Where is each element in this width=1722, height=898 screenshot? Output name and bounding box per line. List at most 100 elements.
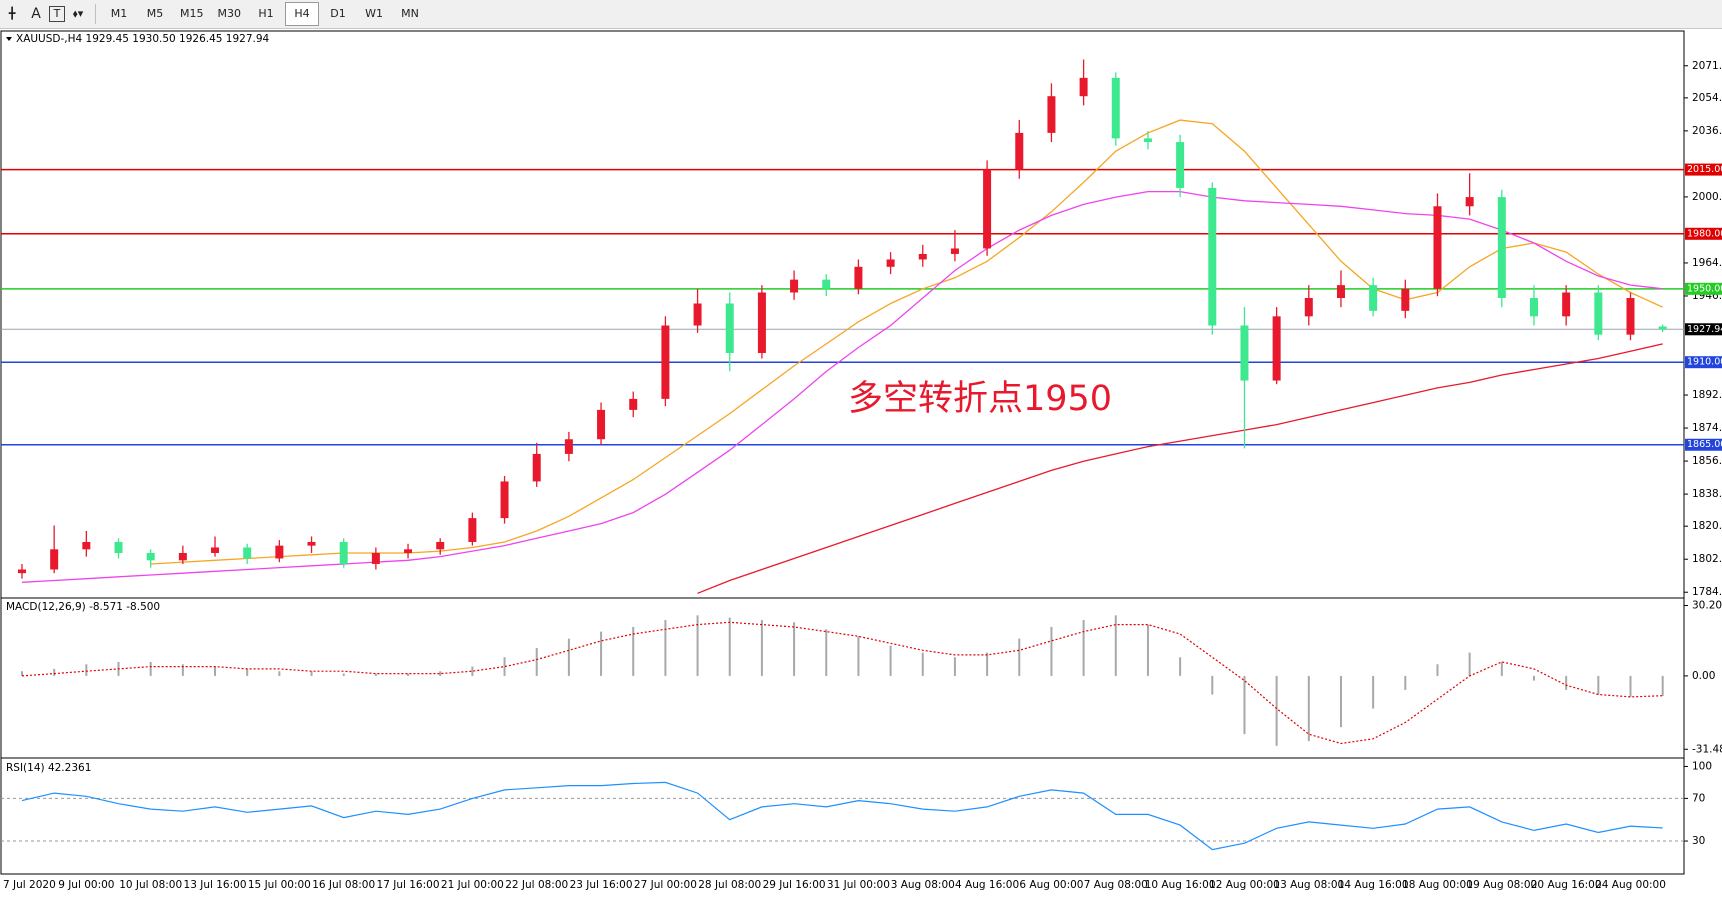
candle-body	[1497, 197, 1506, 298]
x-tick-label: 31 Jul 00:00	[827, 879, 890, 891]
macd-bar	[1243, 675, 1246, 735]
timeframe-button[interactable]: MN	[401, 7, 419, 20]
y-tick-label: 2000.10	[1692, 191, 1722, 203]
x-tick-label: 7 Aug 08:00	[1084, 879, 1148, 891]
candle-body	[629, 398, 638, 410]
macd-bar	[1372, 675, 1375, 709]
y-tick-label: 70	[1692, 792, 1705, 804]
macd-bar	[21, 671, 23, 676]
macd-bar	[439, 671, 442, 676]
timeframe-button[interactable]: W1	[365, 7, 383, 20]
shapes-tool[interactable]: ⬧▾	[72, 7, 84, 20]
macd-bar	[149, 661, 152, 676]
candle-body	[146, 552, 155, 561]
macd-bar	[857, 636, 860, 676]
candle-body	[1272, 316, 1281, 381]
candle-body	[1047, 96, 1056, 133]
candle-body	[1465, 197, 1474, 207]
macd-bar	[889, 645, 892, 676]
timeframe-button[interactable]: D1	[330, 7, 346, 20]
y-tick-label: 1964.10	[1692, 257, 1722, 269]
macd-bar	[1468, 652, 1471, 676]
x-tick-label: 27 Jul 00:00	[634, 879, 697, 891]
macd-bar	[1597, 675, 1600, 695]
candle-body	[50, 549, 59, 570]
timeframe-button[interactable]: M1	[110, 7, 128, 20]
candle-body	[693, 303, 702, 326]
label-tool[interactable]: T	[49, 6, 65, 22]
x-tick-label: 4 Aug 16:00	[955, 879, 1019, 891]
timeframes: M1 M5 M15 M30 H1 H4 D1 W1 MN	[101, 2, 428, 26]
macd-bar	[1500, 661, 1503, 676]
macd-bar	[53, 668, 56, 676]
x-tick-label: 22 Jul 08:00	[505, 879, 568, 891]
macd-bar	[1275, 675, 1278, 746]
x-tick-label: 21 Jul 00:00	[441, 879, 504, 891]
candle-body	[1562, 292, 1571, 317]
candle-body	[1336, 285, 1345, 298]
y-tick-label: 1892.10	[1692, 389, 1722, 401]
candle-body	[757, 292, 766, 354]
price-level-box	[1685, 438, 1722, 451]
x-tick-label: 18 Aug 00:00	[1402, 879, 1473, 891]
x-tick-label: 13 Jul 16:00	[184, 879, 247, 891]
candle-body	[1626, 297, 1635, 335]
symbol-menu[interactable]	[6, 37, 12, 41]
timeframe-button[interactable]: H4	[285, 2, 319, 26]
x-tick-label: 14 Aug 16:00	[1338, 879, 1409, 891]
candle-body	[1304, 297, 1313, 317]
candle-body	[1111, 77, 1120, 139]
y-tick-label: 100	[1692, 760, 1712, 772]
timeframe-button[interactable]: M30	[217, 7, 242, 20]
macd-bar	[1146, 624, 1149, 676]
timeframe-button[interactable]: H1	[258, 7, 274, 20]
macd-bar	[1436, 664, 1439, 676]
candle-body	[436, 541, 445, 550]
macd-bar	[85, 664, 88, 676]
x-tick-label: 17 Jul 16:00	[377, 879, 440, 891]
macd-bar	[793, 622, 796, 676]
x-tick-label: 9 Jul 00:00	[58, 879, 114, 891]
x-tick-label: 23 Jul 16:00	[570, 879, 633, 891]
y-tick-label: 2071.60	[1692, 60, 1722, 72]
y-tick-label: 1856.10	[1692, 455, 1722, 467]
macd-bar	[471, 666, 474, 676]
moving-average	[21, 190, 1663, 583]
y-tick-label: 1820.60	[1692, 520, 1722, 532]
macd-bar	[986, 652, 989, 676]
y-tick-label: 0.00	[1692, 670, 1715, 682]
candle-body	[1369, 285, 1378, 311]
price-level-box	[1685, 227, 1722, 240]
price-level-label: 1980.00	[1687, 228, 1722, 239]
macd-bar	[1211, 675, 1214, 695]
x-tick-label: 16 Jul 08:00	[312, 879, 375, 891]
candle-body	[725, 303, 734, 354]
candle-body	[82, 541, 91, 550]
macd-bar	[600, 631, 603, 676]
timeframe-button[interactable]: M5	[146, 7, 164, 20]
macd-bar	[535, 647, 538, 676]
candle-body	[178, 552, 187, 561]
x-tick-label: 7 Jul 2020	[3, 879, 56, 891]
macd-bar	[374, 673, 377, 676]
macd-bar	[760, 619, 763, 676]
macd-bar	[567, 638, 570, 676]
x-tick-label: 3 Aug 08:00	[891, 879, 955, 891]
macd-bar	[1404, 675, 1407, 690]
x-tick-label: 19 Aug 08:00	[1466, 879, 1537, 891]
text-tool[interactable]: A	[31, 6, 41, 22]
y-tick-label: 2036.10	[1692, 125, 1722, 137]
candle-body	[886, 259, 895, 267]
candle-body	[1208, 187, 1217, 326]
x-tick-label: 29 Jul 16:00	[763, 879, 826, 891]
candle-body	[950, 248, 959, 254]
timeframe-button[interactable]: M15	[180, 7, 204, 20]
candle-body	[1240, 325, 1249, 381]
x-tick-label: 10 Aug 16:00	[1145, 879, 1216, 891]
macd-bar	[1114, 615, 1117, 676]
x-tick-label: 13 Aug 08:00	[1273, 879, 1344, 891]
crosshair-tool[interactable]: ╋	[8, 7, 16, 20]
y-tick-label: -31.482	[1692, 743, 1722, 755]
macd-bar	[728, 617, 731, 676]
